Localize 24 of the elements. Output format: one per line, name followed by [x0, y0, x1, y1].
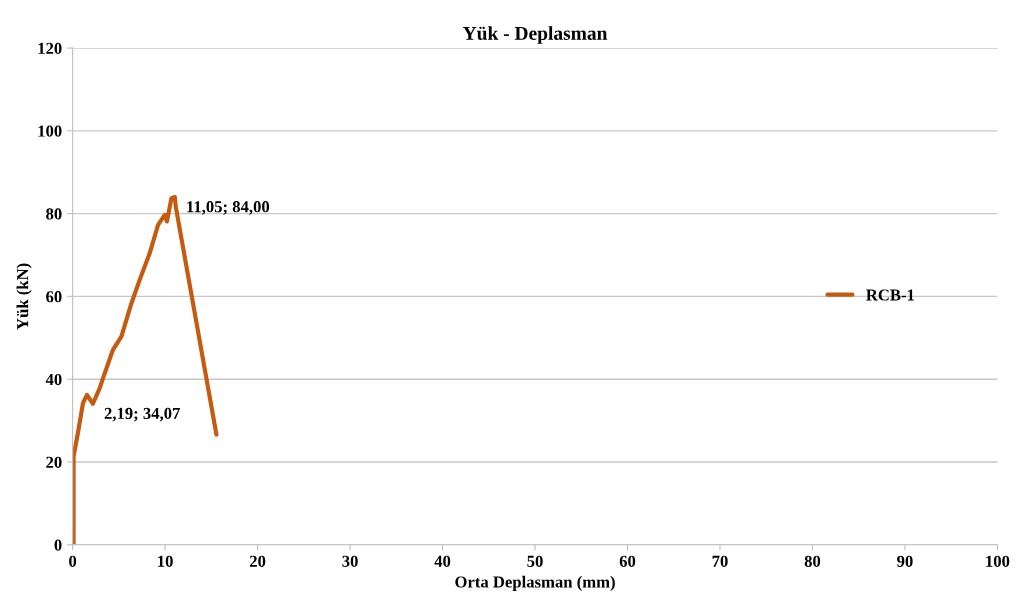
y-tick-label: 0 [54, 539, 62, 551]
x-tick-label: 80 [804, 555, 821, 567]
x-tick-label: 90 [897, 555, 913, 567]
y-tick-label: 80 [46, 208, 62, 220]
x-tick-label: 100 [986, 555, 1010, 567]
y-tick-label: 40 [45, 373, 62, 386]
y-tick-label: 60 [46, 291, 62, 303]
x-tick-label: 40 [434, 555, 451, 567]
x-tick-label: 30 [342, 555, 358, 567]
y-axis-title: Yük (kN) [16, 263, 32, 330]
x-axis-title: Orta Deplasman (mm) [455, 575, 615, 591]
annotation: 11,05; 84,00 [187, 201, 270, 215]
x-tick-label: 0 [69, 555, 77, 567]
y-tick-label: 100 [38, 125, 62, 137]
x-tick-label: 60 [619, 555, 636, 567]
x-tick-label: 70 [712, 555, 728, 567]
y-tick-label: 120 [38, 42, 62, 54]
x-tick-label: 10 [158, 555, 173, 567]
chart-title: Yük - Deplasman [462, 26, 608, 44]
annotation: 2,19; 34,07 [104, 407, 180, 422]
legend-label: RCB-1 [866, 289, 915, 301]
y-tick-label: 20 [46, 456, 62, 468]
x-tick-label: 50 [527, 555, 543, 567]
x-tick-label: 20 [249, 555, 266, 567]
